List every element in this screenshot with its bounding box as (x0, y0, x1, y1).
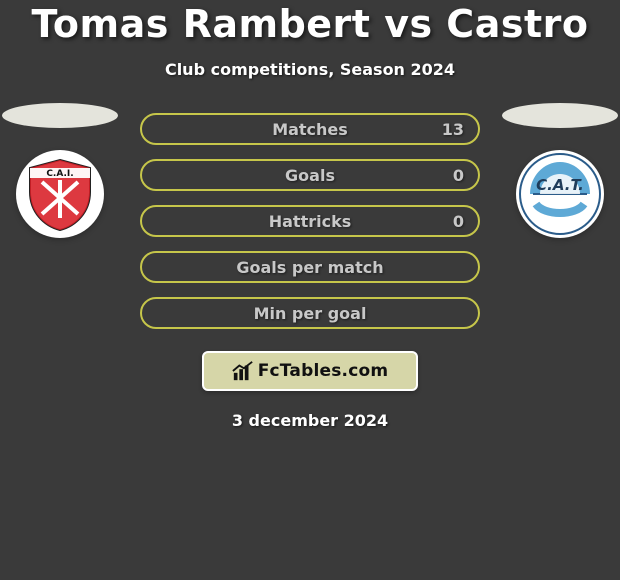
stat-label: Hattricks (269, 212, 352, 231)
stat-row: Hattricks 0 (140, 205, 480, 237)
club-initials-left: C.A.I. (46, 169, 73, 179)
shield-icon: C.A.I. (20, 154, 100, 234)
player-column-right: C.A.T. (500, 103, 620, 238)
player-column-left: C.A.I. (0, 103, 120, 238)
club-badge-left: C.A.I. (16, 150, 104, 238)
comparison-card: Tomas Rambert vs Castro Club competition… (0, 0, 620, 430)
stat-value-right: 0 (453, 212, 464, 231)
stat-label: Matches (272, 120, 348, 139)
date-label: 3 december 2024 (0, 411, 620, 430)
stat-row: Min per goal (140, 297, 480, 329)
player-avatar-left-placeholder (2, 103, 118, 128)
stat-value-right: 0 (453, 166, 464, 185)
page-title: Tomas Rambert vs Castro (0, 2, 620, 46)
subtitle: Club competitions, Season 2024 (0, 60, 620, 79)
stat-row: Matches 13 (140, 113, 480, 145)
stat-row: Goals 0 (140, 159, 480, 191)
brand-text: FcTables.com (258, 361, 389, 381)
bar-chart-icon (232, 360, 254, 382)
club-crest-icon: C.A.T. (518, 152, 602, 236)
stat-label: Goals per match (236, 258, 383, 277)
club-initials-right: C.A.T. (536, 176, 584, 194)
stat-label: Min per goal (254, 304, 367, 323)
stat-row: Goals per match (140, 251, 480, 283)
stat-label: Goals (285, 166, 335, 185)
brand-watermark: FcTables.com (202, 351, 418, 391)
stats-list: Matches 13 Goals 0 Hattricks 0 Goals per match… (140, 113, 480, 329)
stats-section: C.A.I. Matches 13 Goals 0 Hattricks 0 Goals pe… (0, 113, 620, 329)
stat-value-right: 13 (442, 120, 464, 139)
club-badge-right: C.A.T. (516, 150, 604, 238)
player-avatar-right-placeholder (502, 103, 618, 128)
